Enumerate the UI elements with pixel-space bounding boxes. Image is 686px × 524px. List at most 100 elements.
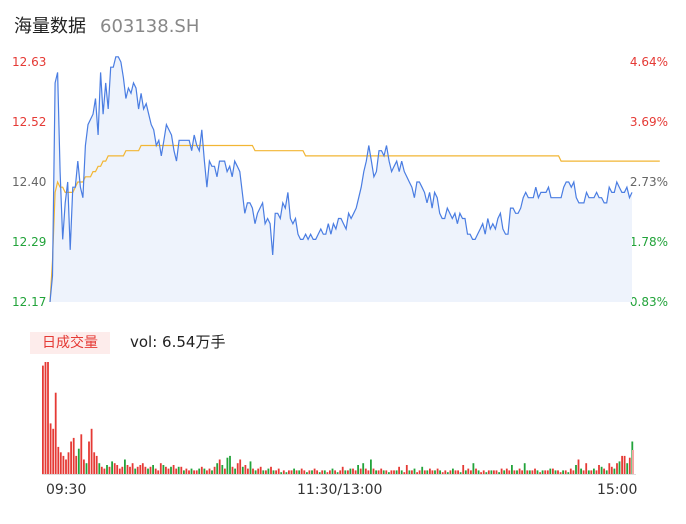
stock-name: 海量数据: [14, 16, 86, 37]
volume-bar: [575, 465, 577, 474]
volume-bar-latest: [632, 450, 634, 474]
volume-bar: [100, 466, 103, 474]
volume-bar: [370, 459, 372, 474]
volume-bar: [364, 468, 367, 474]
volume-bar: [198, 468, 201, 474]
volume-bar: [159, 463, 162, 474]
volume-bar: [116, 465, 119, 474]
volume-bar: [593, 468, 595, 474]
volume-bar: [103, 468, 106, 474]
volume-bar: [162, 465, 165, 474]
volume-bar: [341, 466, 344, 474]
volume-bar: [106, 465, 108, 474]
volume-bar: [277, 468, 280, 474]
volume-bar: [270, 466, 272, 474]
volume-bar: [77, 448, 80, 474]
volume-bar: [598, 465, 600, 474]
volume-bar: [536, 470, 539, 474]
volume-bar: [329, 470, 331, 474]
y-right-tick-1: 4.64%: [629, 55, 668, 69]
chart-header: 海量数据 603138.SH: [14, 12, 199, 40]
volume-bar: [464, 470, 467, 474]
volume-bar: [275, 470, 277, 474]
volume-bar: [336, 472, 339, 474]
volume-bar: [147, 468, 149, 474]
volume-bar: [559, 472, 562, 474]
volume-bar: [280, 472, 283, 474]
volume-bar: [75, 455, 78, 474]
volume-bar: [188, 470, 190, 474]
volume-bar: [549, 468, 552, 474]
volume-bar: [49, 423, 52, 474]
price-area: [50, 56, 632, 302]
volume-bar: [531, 470, 534, 474]
volume-bar: [372, 468, 375, 474]
volume-bar: [393, 470, 395, 474]
volume-bar: [585, 463, 588, 474]
volume-bar: [349, 468, 352, 474]
volume-bar: [170, 466, 172, 474]
volume-bar: [185, 468, 188, 474]
volume-bar: [477, 470, 480, 474]
volume-bar: [434, 470, 436, 474]
volume-bar: [136, 466, 139, 474]
volume-bar: [544, 470, 547, 474]
volume-bar: [472, 463, 475, 474]
volume-bar: [470, 470, 472, 474]
volume-bar: [229, 455, 231, 474]
volume-bar: [475, 468, 477, 474]
volume-bar: [95, 455, 98, 474]
x-tick-open: 09:30: [46, 482, 87, 498]
volume-bar: [139, 465, 142, 474]
volume-bar: [577, 459, 580, 474]
volume-bar: [413, 468, 416, 474]
volume-bar: [72, 437, 75, 474]
volume-bar: [600, 466, 603, 474]
volume-bar: [521, 470, 523, 474]
volume-bar: [572, 470, 575, 474]
volume-bar: [290, 470, 293, 474]
volume-bar: [482, 470, 485, 474]
volume-bar: [98, 463, 101, 474]
volume-bar: [118, 468, 121, 474]
volume-bar: [131, 463, 134, 474]
volume-bar: [288, 470, 290, 474]
volume-bar: [487, 470, 490, 474]
volume-bar: [249, 461, 252, 474]
volume-bar: [177, 466, 180, 474]
volume-bar: [272, 470, 275, 474]
volume-bar: [83, 459, 85, 474]
volume-bar: [175, 468, 178, 474]
volume-bar: [172, 465, 175, 474]
volume-bar: [311, 470, 313, 474]
y-right-tick-3: 2.73%: [629, 175, 668, 189]
volume-bar: [541, 470, 544, 474]
volume-bar: [80, 434, 83, 474]
volume-bar: [265, 470, 267, 474]
volume-bar: [193, 470, 195, 474]
volume-bar: [480, 472, 482, 474]
volume-bar: [85, 463, 88, 474]
volume-bar: [603, 468, 605, 474]
volume-bar: [129, 466, 131, 474]
volume-bar: [534, 468, 536, 474]
volume-bar: [144, 466, 147, 474]
volume-bar: [231, 466, 234, 474]
volume-bar: [259, 466, 262, 474]
x-tick-close: 15:00: [597, 482, 638, 498]
volume-bar: [203, 468, 206, 474]
volume-bar: [388, 472, 390, 474]
volume-bar: [511, 465, 513, 474]
volume-bar: [262, 470, 265, 474]
volume-bar: [495, 470, 498, 474]
volume-bar: [359, 468, 362, 474]
volume-bar: [52, 428, 55, 474]
volume-bar: [44, 362, 47, 474]
volume-tag: 日成交量: [30, 332, 110, 354]
volume-bar: [446, 472, 449, 474]
volume-bar: [121, 466, 124, 474]
volume-bar: [65, 459, 67, 474]
volume-bar: [108, 466, 111, 474]
y-right-tick-2: 3.69%: [629, 115, 668, 129]
